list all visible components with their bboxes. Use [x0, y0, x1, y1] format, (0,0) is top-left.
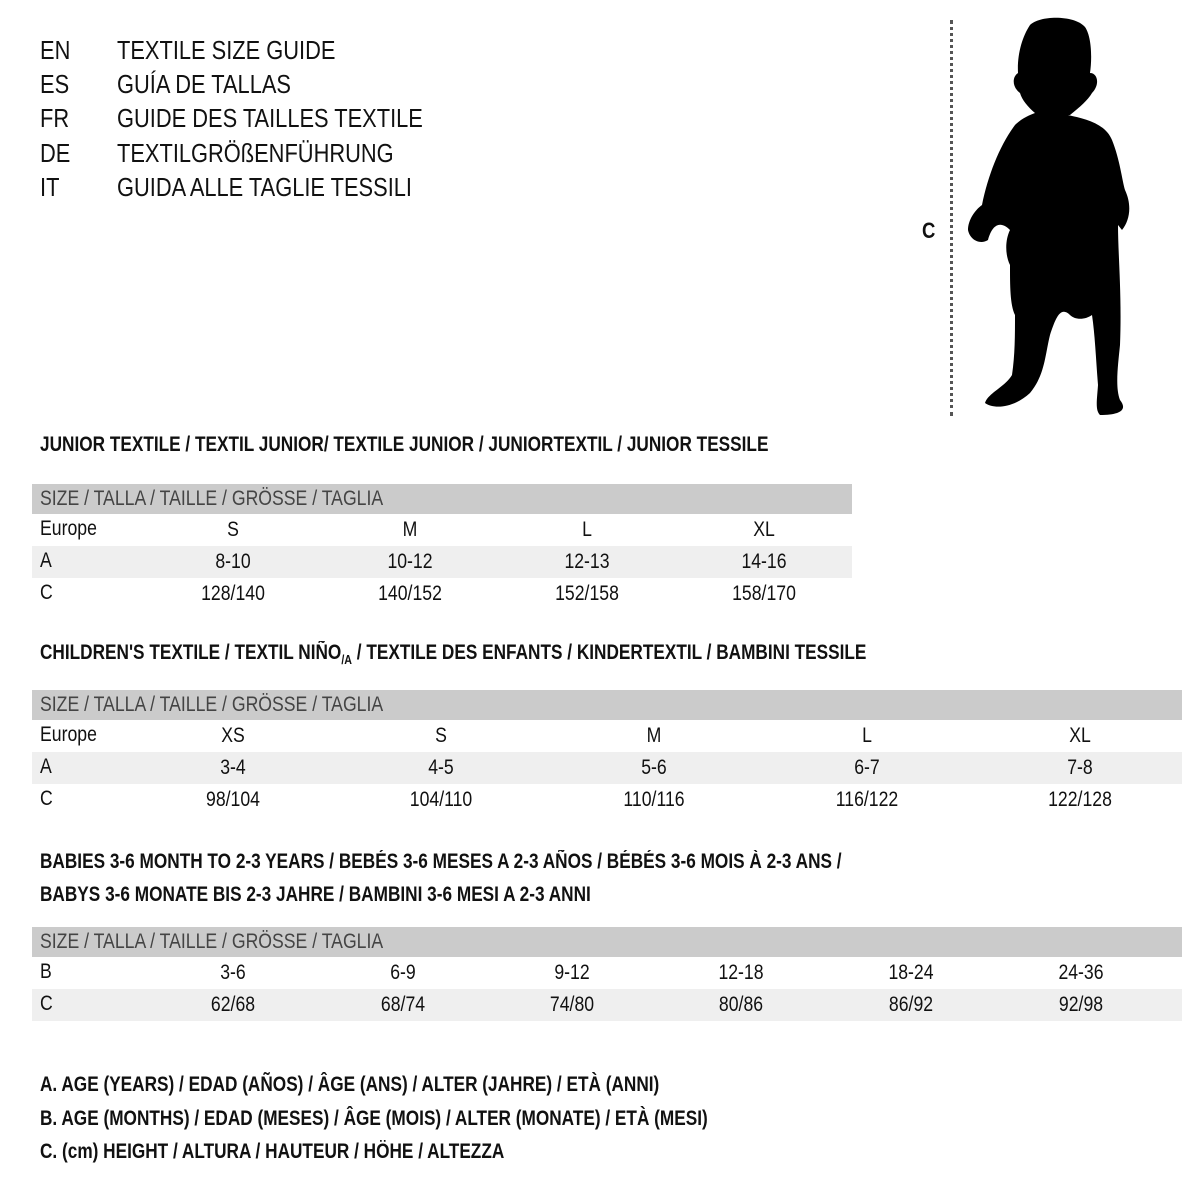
language-title: GUIDE DES TAILLES TEXTILE [117, 103, 423, 133]
table-cell: 14-16 [741, 550, 787, 573]
language-title: GUIDA ALLE TAGLIE TESSILI [117, 172, 412, 202]
table-cell: 74/80 [549, 993, 595, 1016]
children-size-table: SIZE / TALLA / TAILLE / GRÖSSE / TAGLIA E… [32, 690, 1182, 816]
row-label: A [40, 549, 52, 572]
table-cell: 158/170 [732, 582, 796, 605]
table-cell: 7-8 [1067, 756, 1093, 779]
table-cell: S [435, 724, 447, 747]
table-cell: 86/92 [888, 993, 934, 1016]
table-row: Europe S M L XL [32, 514, 852, 546]
table-cell: 9-12 [554, 961, 590, 984]
row-label: C [40, 787, 53, 810]
table-row: B 3-6 6-9 9-12 12-18 18-24 24-36 [32, 957, 1182, 989]
table-cell: 5-6 [641, 756, 667, 779]
table-cell: 98/104 [206, 788, 260, 811]
children-section-title: CHILDREN'S TEXTILE / TEXTIL NIÑO/A / TEX… [40, 638, 866, 675]
table-cell: 104/110 [409, 788, 473, 811]
table-cell: 68/74 [380, 993, 426, 1016]
table-cell: 4-5 [428, 756, 454, 779]
language-code: IT [40, 172, 60, 202]
table-row: C 62/68 68/74 74/80 80/86 86/92 92/98 [32, 989, 1182, 1021]
table-header-row: SIZE / TALLA / TAILLE / GRÖSSE / TAGLIA [32, 927, 1182, 957]
table-cell: 92/98 [1058, 993, 1104, 1016]
legend-age-months: B. AGE (MONTHS) / EDAD (MESES) / ÂGE (MO… [40, 1107, 708, 1130]
child-silhouette-icon [968, 17, 1130, 415]
children-title-rest: / TEXTILE DES ENFANTS / KINDERTEXTIL / B… [351, 641, 867, 664]
junior-section-title: JUNIOR TEXTILE / TEXTIL JUNIOR/ TEXTILE … [40, 433, 769, 456]
table-header-row: SIZE / TALLA / TAILLE / GRÖSSE / TAGLIA [32, 484, 852, 514]
header-label: SIZE / TALLA / TAILLE / GRÖSSE / TAGLIA [40, 930, 384, 953]
language-title: GUÍA DE TALLAS [117, 69, 291, 99]
table-row: C 98/104 104/110 110/116 116/122 122/128 [32, 784, 1182, 816]
babies-section-title-line1: BABIES 3-6 MONTH TO 2-3 YEARS / BEBÉS 3-… [40, 850, 842, 873]
table-cell: 6-7 [854, 756, 880, 779]
legend-age-years: A. AGE (YEARS) / EDAD (AÑOS) / ÂGE (ANS)… [40, 1073, 660, 1096]
row-label: C [40, 581, 53, 604]
legend-height: C. (cm) HEIGHT / ALTURA / HAUTEUR / HÖHE… [40, 1140, 505, 1163]
language-code: FR [40, 103, 70, 133]
children-title-main: CHILDREN'S TEXTILE / TEXTIL NIÑO [40, 641, 342, 664]
height-label: C [922, 218, 936, 243]
table-cell: 62/68 [210, 993, 256, 1016]
children-title-sub: /A [341, 652, 352, 668]
babies-section-title-line2: BABYS 3-6 MONATE BIS 2-3 JAHRE / BAMBINI… [40, 883, 591, 906]
table-cell: 6-9 [390, 961, 416, 984]
table-cell: 80/86 [718, 993, 764, 1016]
row-label: C [40, 992, 53, 1015]
row-label: Europe [40, 517, 97, 540]
table-cell: M [402, 518, 418, 541]
language-code: EN [40, 35, 71, 65]
table-cell: 18-24 [888, 961, 934, 984]
babies-size-table: SIZE / TALLA / TAILLE / GRÖSSE / TAGLIA B… [32, 927, 1182, 1021]
table-cell: XL [1069, 724, 1091, 747]
table-row: A 8-10 10-12 12-13 14-16 [32, 546, 852, 578]
table-cell: 8-10 [215, 550, 251, 573]
row-label: Europe [40, 723, 97, 746]
row-label: A [40, 755, 52, 778]
table-cell: 128/140 [201, 582, 265, 605]
table-cell: 122/128 [1048, 788, 1112, 811]
table-cell: 3-6 [220, 961, 246, 984]
language-code: ES [40, 69, 70, 99]
table-cell: 110/116 [623, 788, 685, 811]
table-cell: 24-36 [1058, 961, 1104, 984]
table-cell: 12-13 [564, 550, 610, 573]
table-cell: 116/122 [835, 788, 899, 811]
table-cell: L [862, 724, 872, 747]
table-cell: 152/158 [555, 582, 619, 605]
table-cell: 140/152 [378, 582, 442, 605]
table-cell: 12-18 [718, 961, 764, 984]
table-cell: L [582, 518, 592, 541]
table-cell: 3-4 [220, 756, 246, 779]
language-title: TEXTILGRÖßENFÜHRUNG [117, 138, 394, 168]
height-dotted-line [950, 20, 953, 416]
header-label: SIZE / TALLA / TAILLE / GRÖSSE / TAGLIA [40, 487, 384, 510]
table-cell: 10-12 [387, 550, 433, 573]
table-row: A 3-4 4-5 5-6 6-7 7-8 [32, 752, 1182, 784]
table-cell: S [227, 518, 239, 541]
table-row: Europe XS S M L XL [32, 720, 1182, 752]
table-row: C 128/140 140/152 152/158 158/170 [32, 578, 852, 610]
language-code: DE [40, 138, 71, 168]
table-cell: M [646, 724, 662, 747]
table-cell: XS [221, 724, 245, 747]
language-title: TEXTILE SIZE GUIDE [117, 35, 336, 65]
junior-size-table: SIZE / TALLA / TAILLE / GRÖSSE / TAGLIA E… [32, 484, 852, 610]
header-label: SIZE / TALLA / TAILLE / GRÖSSE / TAGLIA [40, 693, 384, 716]
row-label: B [40, 960, 52, 983]
table-cell: XL [753, 518, 775, 541]
table-header-row: SIZE / TALLA / TAILLE / GRÖSSE / TAGLIA [32, 690, 1182, 720]
